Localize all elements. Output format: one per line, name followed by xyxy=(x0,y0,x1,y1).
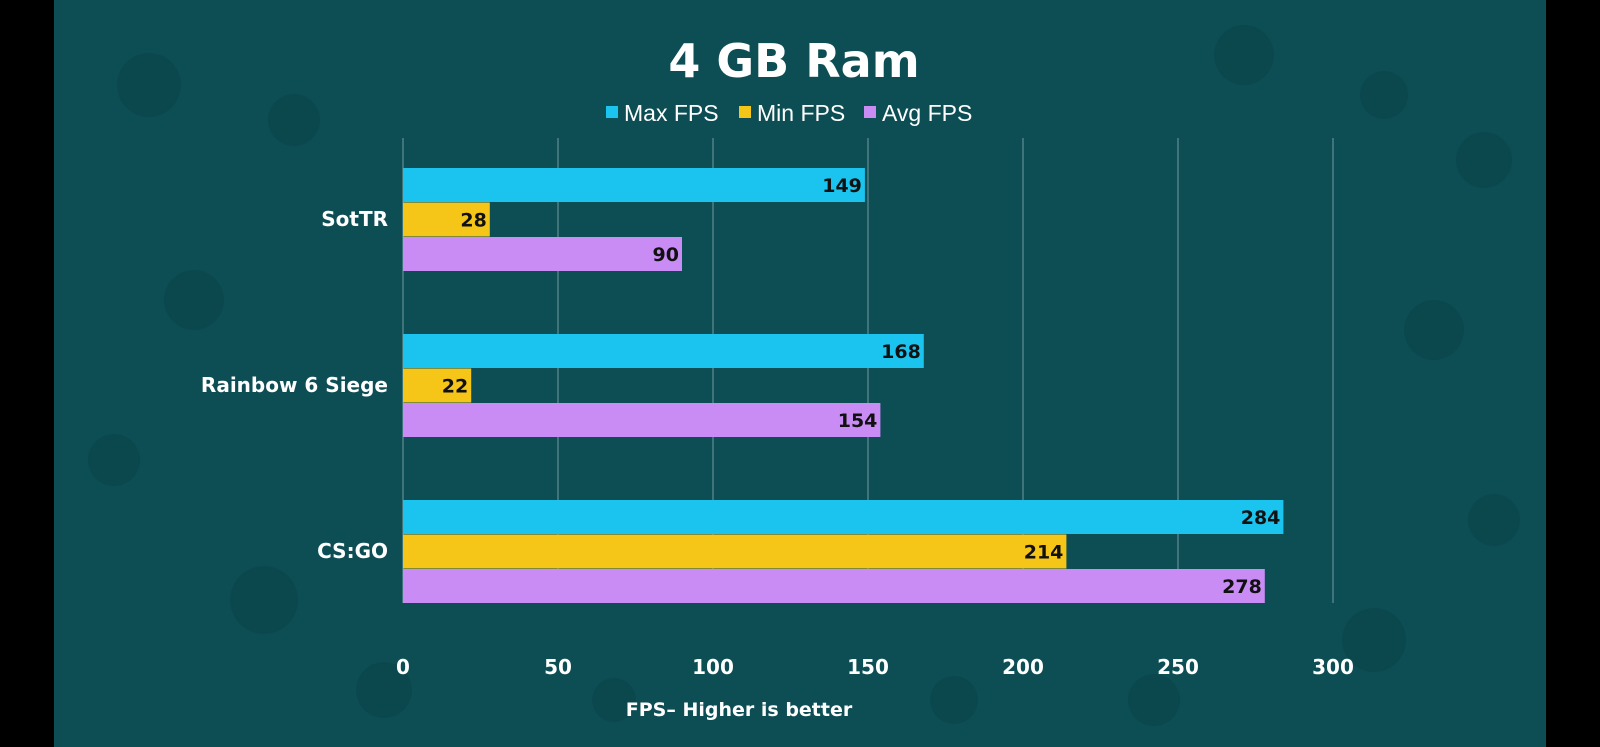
bar xyxy=(403,403,881,437)
background-dot xyxy=(592,678,636,722)
background-dot xyxy=(88,434,140,486)
x-tick-label: 150 xyxy=(847,655,889,679)
background-dot xyxy=(1456,132,1512,188)
bar xyxy=(403,202,490,237)
category-label: CS:GO xyxy=(317,539,388,563)
data-label: 278 xyxy=(1222,576,1262,598)
data-label: 90 xyxy=(653,244,679,266)
background-dot xyxy=(1360,71,1408,119)
bar xyxy=(403,168,865,202)
category-labels: SotTR Rainbow 6 Siege CS:GO xyxy=(201,207,388,563)
x-tick-label: 0 xyxy=(396,655,410,679)
legend-swatch xyxy=(864,106,876,118)
background-pattern xyxy=(88,25,1520,726)
background-dot xyxy=(1128,674,1180,726)
data-label: 149 xyxy=(822,175,862,197)
data-label: 168 xyxy=(881,341,921,363)
legend-swatch xyxy=(606,106,618,118)
chart-frame: 4 GB Ram Max FPS Min FPS Avg FPS 149 28 90 16… xyxy=(54,0,1546,747)
x-axis-label: FPS– Higher is better xyxy=(626,699,853,721)
background-dot xyxy=(164,270,224,330)
category-label: Rainbow 6 Siege xyxy=(201,373,388,397)
x-tick-label: 50 xyxy=(544,655,572,679)
chart-title: 4 GB Ram xyxy=(668,34,919,88)
bar xyxy=(403,334,924,368)
background-dot xyxy=(1214,25,1274,85)
background-dot xyxy=(1468,494,1520,546)
legend: Max FPS Min FPS Avg FPS xyxy=(606,100,972,126)
bar xyxy=(403,569,1265,603)
background-dot xyxy=(230,566,298,634)
x-axis-ticks: 0 50 100 150 200 250 300 xyxy=(396,655,1354,679)
data-label: 22 xyxy=(442,376,468,398)
legend-item: Avg FPS xyxy=(864,100,972,126)
legend-label: Min FPS xyxy=(757,100,845,126)
bar xyxy=(403,534,1067,569)
bar-chart: 4 GB Ram Max FPS Min FPS Avg FPS 149 28 90 16… xyxy=(201,34,1354,721)
background-dot xyxy=(1404,300,1464,360)
bar xyxy=(403,500,1284,534)
data-label: 214 xyxy=(1024,542,1064,564)
bars: 149 28 90 168 22 154 284 214 278 xyxy=(403,168,1284,603)
background-dot xyxy=(356,662,412,718)
bar xyxy=(403,237,682,271)
background-dot xyxy=(268,94,320,146)
x-tick-label: 100 xyxy=(692,655,734,679)
x-tick-label: 300 xyxy=(1312,655,1354,679)
legend-label: Max FPS xyxy=(624,100,719,126)
background-dot xyxy=(1342,608,1406,672)
data-label: 28 xyxy=(460,210,486,232)
category-label: SotTR xyxy=(321,207,388,231)
x-tick-label: 250 xyxy=(1157,655,1199,679)
background-dot xyxy=(117,53,181,117)
legend-item: Min FPS xyxy=(739,100,845,126)
background-dot xyxy=(930,676,978,724)
data-label: 154 xyxy=(838,410,878,432)
data-label: 284 xyxy=(1241,507,1281,529)
legend-swatch xyxy=(739,106,751,118)
bar xyxy=(403,368,472,403)
legend-item: Max FPS xyxy=(606,100,719,126)
x-tick-label: 200 xyxy=(1002,655,1044,679)
legend-label: Avg FPS xyxy=(882,100,972,126)
